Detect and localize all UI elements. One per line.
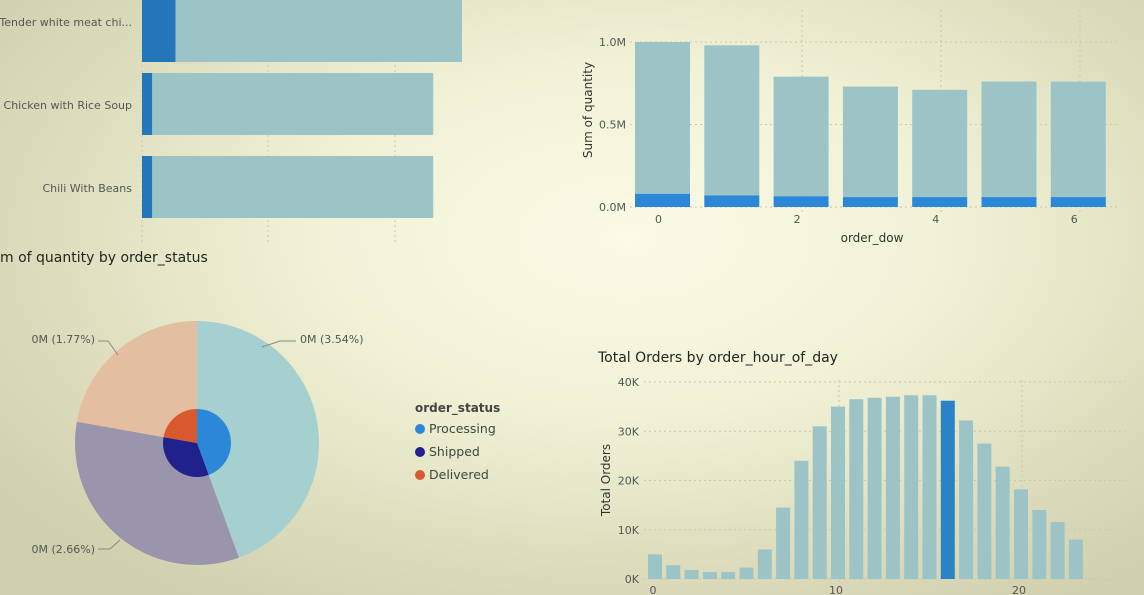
category-label: Tender white meat chi... (0, 16, 132, 29)
bar (704, 45, 760, 196)
bar-segment (152, 73, 434, 135)
y-tick-label: 0K (625, 573, 640, 586)
pie-slice (197, 321, 319, 558)
legend-label: Delivered (429, 467, 489, 482)
bar (1050, 81, 1106, 198)
y-tick-label: 0.0M (599, 201, 626, 214)
bar (831, 406, 845, 579)
bar (912, 89, 968, 198)
category-label: Chili With Beans (42, 182, 132, 195)
bar (959, 420, 974, 579)
data-label: 0M (2.66%) (31, 543, 95, 556)
dow-ylabel: Sum of quantity (581, 62, 595, 158)
bar (757, 549, 772, 579)
bar (977, 443, 992, 579)
bar (773, 76, 829, 197)
hour-chart-title: Total Orders by order_hour_of_day (598, 350, 838, 366)
bar (794, 460, 809, 579)
bar (666, 565, 681, 579)
bar (1050, 521, 1065, 579)
bar (981, 81, 1037, 198)
bar (1014, 489, 1028, 579)
hour-ylabel: Total Orders (599, 444, 613, 517)
dow-xlabel: order_dow (841, 231, 904, 245)
bar (867, 397, 882, 579)
bar-segment-dark (142, 156, 153, 218)
y-tick-label: 1.0M (599, 36, 626, 49)
x-tick-label: 10 (829, 584, 843, 595)
status-chart-title: m of quantity by order_status (0, 250, 208, 266)
inner-slice (197, 409, 231, 475)
bar (922, 395, 937, 579)
bar (635, 42, 690, 194)
x-tick-label: 4 (932, 213, 939, 226)
legend-label: Shipped (429, 444, 480, 459)
bar (648, 554, 662, 579)
x-tick-label: 0 (655, 213, 662, 226)
bar-segment-dark (773, 196, 829, 207)
bar-segment-dark (704, 195, 760, 207)
dow-bar-chart: 0.0M 0.5M 1.0M 0 2 4 6 Sum of quantity order_d… (581, 10, 1120, 245)
x-tick-label: 20 (1012, 584, 1026, 595)
status-pie-chart: 0M (3.54%) 0M (2.66%) 0M (1.77%) (31, 321, 364, 565)
legend-dot-icon (415, 423, 425, 434)
bar (885, 396, 900, 579)
inner-slice (163, 409, 197, 443)
data-label: 0M (3.54%) (300, 333, 364, 346)
legend-item[interactable]: Processing (415, 421, 500, 436)
bar-segment (175, 0, 462, 62)
data-label: 0M (1.77%) (31, 333, 95, 346)
bar-segment-dark (635, 193, 690, 207)
bar-segment-dark (142, 73, 153, 135)
bar (849, 399, 864, 579)
pie-slice (76, 321, 197, 443)
status-legend: order_status Processing Shipped Delivered (415, 401, 500, 490)
bar-segment-dark (842, 197, 898, 207)
bar-segment (152, 156, 434, 218)
y-tick-label: 0.5M (599, 119, 626, 132)
products-bar-chart: Tender white meat chi... Chicken with Ric… (0, 0, 462, 245)
bar-segment-dark (1050, 197, 1106, 207)
leader-line (261, 340, 296, 348)
bar (739, 567, 754, 579)
bar (776, 507, 791, 579)
bar-segment-dark (912, 197, 968, 207)
leader-line (98, 340, 119, 356)
bar (702, 572, 717, 579)
x-tick-label: 0 (650, 584, 657, 595)
bar (1032, 510, 1047, 579)
legend-item[interactable]: Delivered (415, 467, 500, 482)
bar (812, 426, 827, 579)
bar (904, 395, 919, 579)
bar (721, 572, 736, 579)
leader-line (98, 539, 121, 550)
category-label: Chicken with Rice Soup (4, 99, 132, 112)
y-tick-label: 10K (618, 524, 640, 537)
hour-bar-chart: 0K 10K 20K 30K 40K 0 10 20 Total Orders (599, 376, 1125, 595)
legend-dot-icon (415, 446, 425, 457)
y-tick-label: 20K (618, 475, 640, 488)
legend-dot-icon (415, 469, 425, 480)
y-tick-label: 40K (618, 376, 640, 389)
x-tick-label: 6 (1071, 213, 1078, 226)
bar (684, 570, 699, 579)
bar (995, 466, 1010, 579)
legend-item[interactable]: Shipped (415, 444, 500, 459)
bar-segment-dark (142, 0, 176, 62)
y-tick-label: 30K (618, 425, 640, 438)
bar-segment-dark (981, 197, 1037, 207)
bar (842, 86, 898, 198)
legend-title: order_status (415, 401, 501, 415)
x-tick-label: 2 (794, 213, 801, 226)
bar (1068, 539, 1083, 579)
inner-slice (163, 437, 209, 477)
legend-label: Processing (429, 421, 496, 436)
bar (940, 400, 955, 579)
